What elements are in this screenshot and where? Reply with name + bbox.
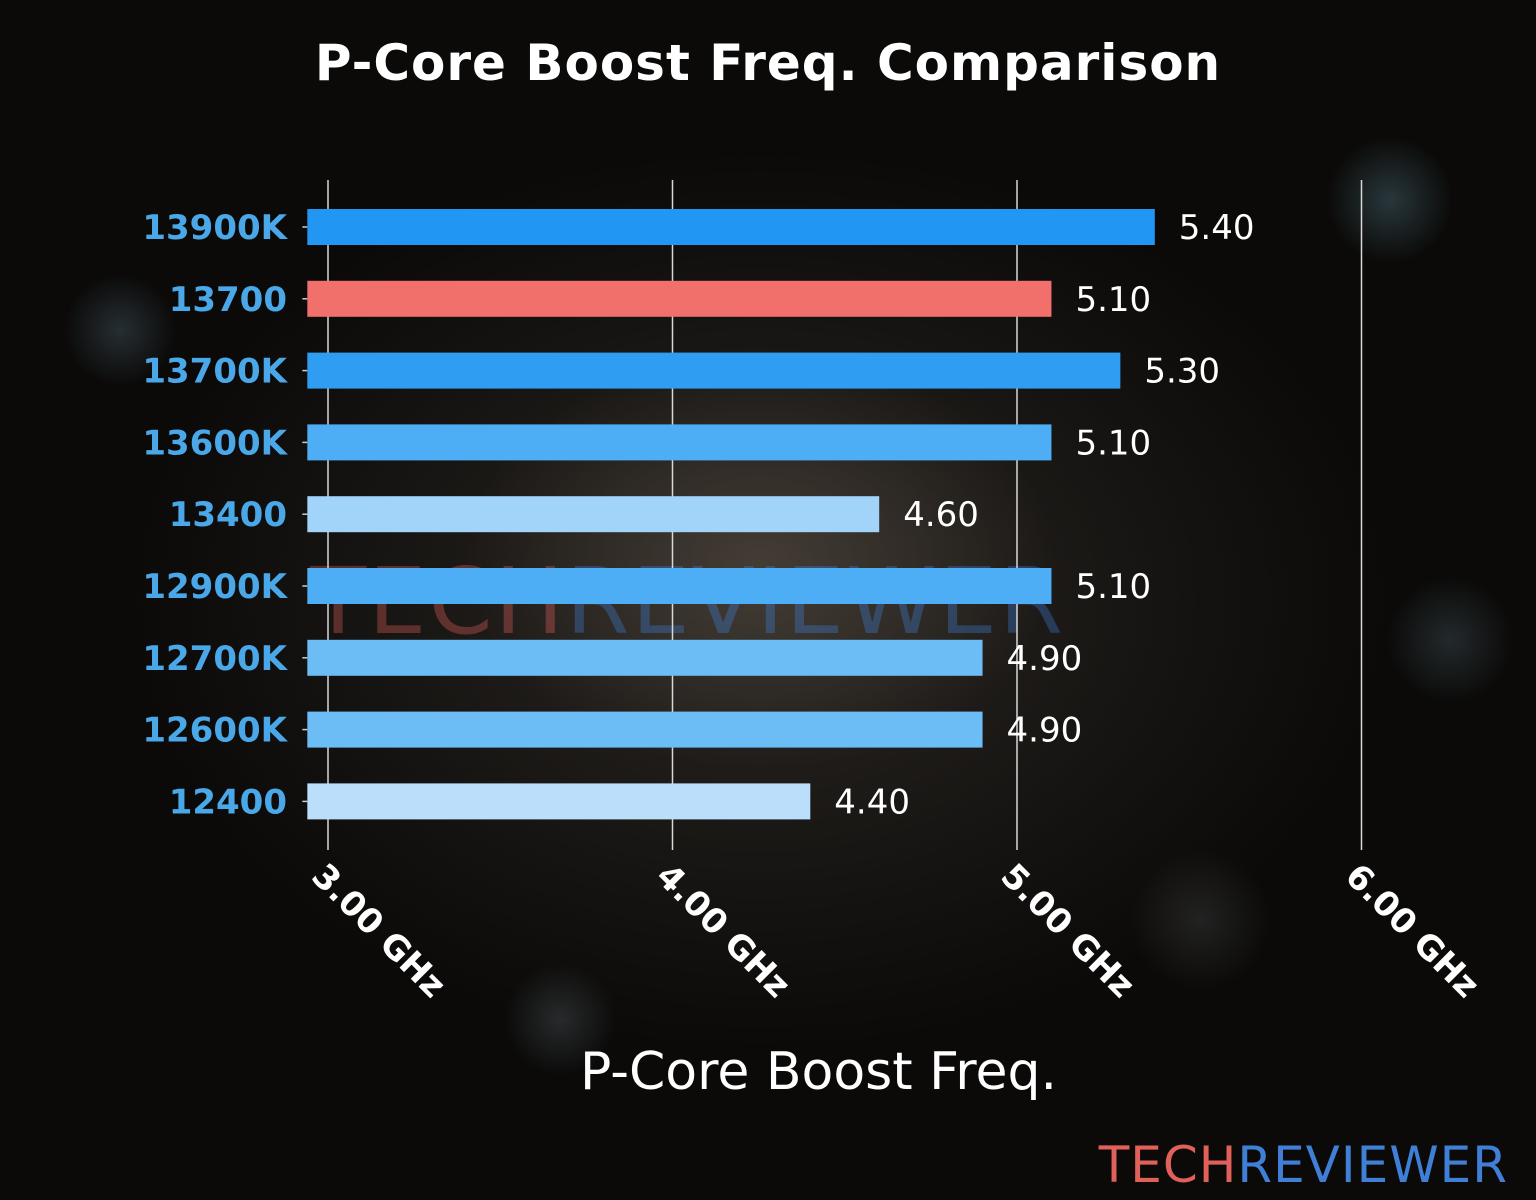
value-label: 5.10 [1075,280,1151,320]
category-label: 12400 [169,782,287,822]
category-label: 13600K [142,423,288,463]
value-label: 5.40 [1179,208,1255,248]
value-label: 5.30 [1144,352,1220,392]
bar-12400 [307,783,811,820]
value-label: 4.90 [1007,711,1083,751]
category-label: 12900K [142,567,288,607]
bar-13600K [307,424,1052,461]
value-label: 5.10 [1075,423,1151,463]
value-label: 4.60 [903,495,979,535]
category-label: 12600K [142,711,288,751]
x-tick-label: 5.00 GHz [993,856,1143,1006]
category-label: 12700K [142,639,288,679]
bar-12600K [307,711,983,748]
category-label: 13700K [142,352,288,392]
value-label: 4.40 [834,782,910,822]
bar-13400 [307,496,880,533]
techreviewer-logo: TECHREVIEWER [1098,1136,1508,1194]
x-tick-label: 6.00 GHz [1337,856,1487,1006]
category-label: 13900K [142,208,288,248]
bar-13900K [307,209,1155,245]
bar-13700K [307,352,1121,389]
category-label: 13700 [169,280,287,320]
bar-12900K [307,568,1052,604]
category-label: 13400 [169,495,287,535]
x-axis-label: P-Core Boost Freq. [580,1042,1058,1102]
bar-12700K [307,639,983,676]
value-label: 5.10 [1075,567,1151,607]
x-tick-label: 3.00 GHz [304,856,454,1006]
chart-title: P-Core Boost Freq. Comparison [314,34,1222,92]
bar-13700 [307,280,1052,317]
value-label: 4.90 [1007,639,1083,679]
x-tick-label: 4.00 GHz [648,856,798,1006]
